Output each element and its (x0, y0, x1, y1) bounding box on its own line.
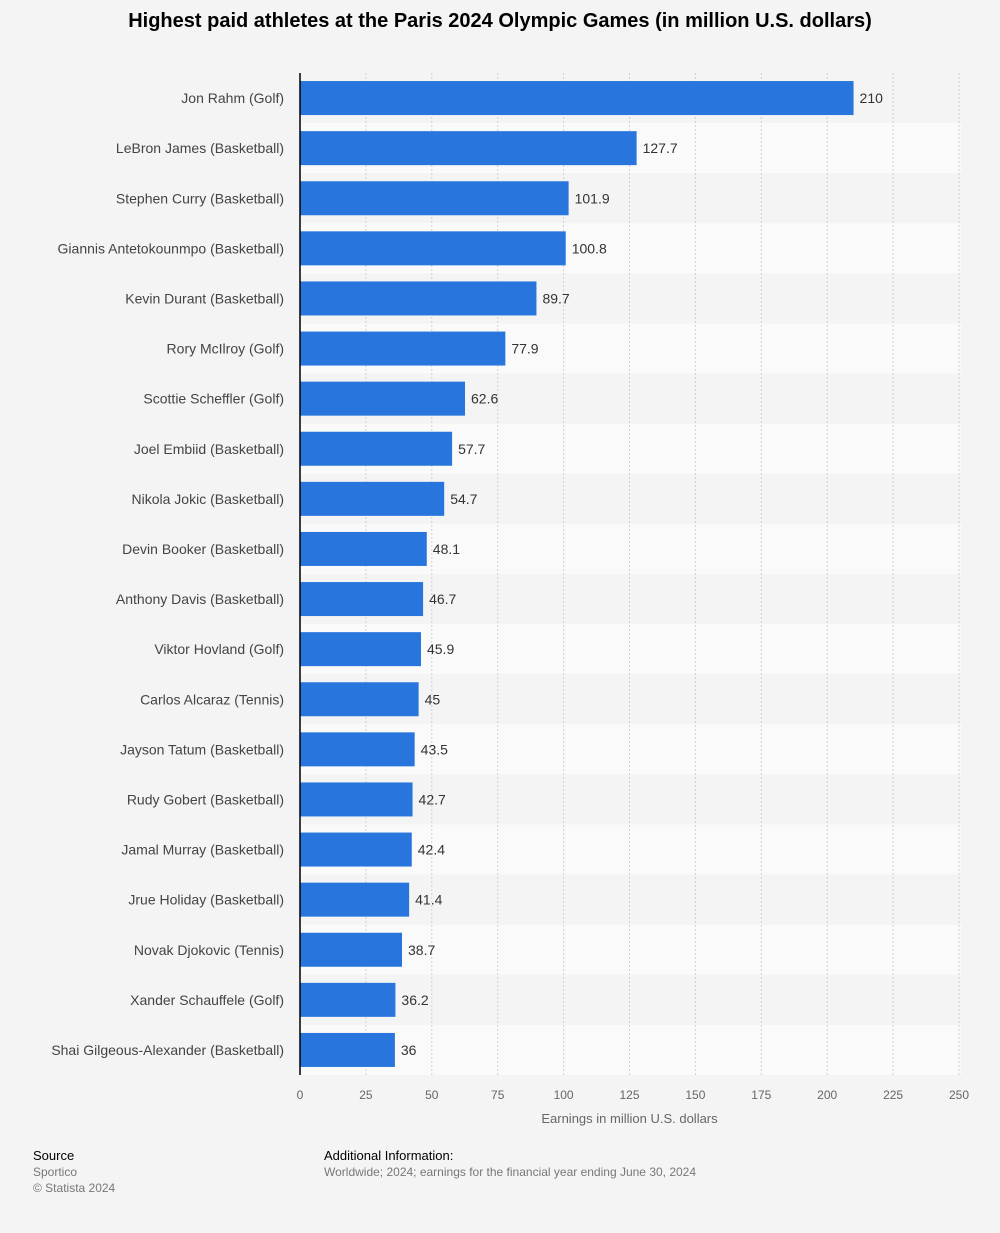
category-label: Rudy Gobert (Basketball) (127, 791, 284, 807)
bar (300, 882, 410, 917)
category-label: Stephen Curry (Basketball) (116, 190, 284, 206)
bar (300, 782, 413, 817)
bar (300, 481, 445, 516)
bar (300, 732, 415, 767)
data-label: 127.7 (643, 140, 678, 156)
bar (300, 832, 412, 867)
bar (300, 81, 854, 116)
data-label: 43.5 (421, 741, 448, 757)
data-label: 46.7 (429, 591, 456, 607)
x-tick-label: 100 (554, 1088, 574, 1102)
x-tick-label: 200 (817, 1088, 837, 1102)
data-label: 210 (860, 90, 884, 106)
category-label: Nikola Jokic (Basketball) (132, 491, 285, 507)
x-tick-label: 75 (491, 1088, 505, 1102)
bar (300, 281, 537, 316)
category-label: Kevin Durant (Basketball) (125, 290, 284, 306)
category-label: Shai Gilgeous-Alexander (Basketball) (51, 1042, 284, 1058)
category-label: Xander Schauffele (Golf) (130, 992, 284, 1008)
row-band (300, 874, 961, 925)
category-label: Jrue Holiday (Basketball) (128, 892, 284, 908)
category-label: Jamal Murray (Basketball) (121, 842, 284, 858)
additional-info-heading: Additional Information: (324, 1148, 454, 1163)
data-label: 41.4 (415, 892, 442, 908)
category-label: Jon Rahm (Golf) (181, 90, 284, 106)
x-tick-label: 175 (751, 1088, 771, 1102)
bar (300, 982, 396, 1017)
x-tick-label: 25 (359, 1088, 373, 1102)
data-label: 48.1 (433, 541, 460, 557)
data-label: 89.7 (542, 290, 569, 306)
row-band (300, 974, 961, 1025)
category-label: Viktor Hovland (Golf) (154, 641, 284, 657)
bar (300, 1032, 395, 1067)
category-label: Giannis Antetokounmpo (Basketball) (58, 240, 284, 256)
x-tick-label: 250 (949, 1088, 969, 1102)
category-label: Scottie Scheffler (Golf) (143, 391, 284, 407)
bar (300, 131, 637, 166)
x-tick-label: 50 (425, 1088, 439, 1102)
category-label: Rory McIlroy (Golf) (167, 341, 284, 357)
data-label: 42.4 (418, 842, 445, 858)
category-label: Jayson Tatum (Basketball) (120, 741, 284, 757)
bar (300, 431, 453, 466)
data-label: 42.7 (419, 791, 446, 807)
bar (300, 331, 506, 366)
x-tick-label: 0 (297, 1088, 304, 1102)
data-label: 36.2 (401, 992, 428, 1008)
category-label: Novak Djokovic (Tennis) (134, 942, 284, 958)
x-tick-label: 125 (619, 1088, 639, 1102)
additional-info-text: Worldwide; 2024; earnings for the financ… (324, 1165, 697, 1179)
data-label: 77.9 (511, 341, 538, 357)
category-label: Anthony Davis (Basketball) (116, 591, 284, 607)
bar (300, 531, 427, 566)
data-label: 45.9 (427, 641, 454, 657)
bar (300, 932, 403, 967)
data-label: 101.9 (575, 190, 610, 206)
row-band (300, 924, 961, 975)
x-tick-label: 225 (883, 1088, 903, 1102)
data-label: 62.6 (471, 391, 498, 407)
source-link[interactable]: Sportico (33, 1165, 78, 1179)
data-label: 36 (401, 1042, 417, 1058)
category-label: Devin Booker (Basketball) (122, 541, 284, 557)
copyright: © Statista 2024 (33, 1181, 116, 1195)
category-label: Carlos Alcaraz (Tennis) (140, 691, 284, 707)
x-tick-label: 150 (685, 1088, 705, 1102)
bar-chart: 0 25 50 75 100 125 150 175 200 225 250 210 Jon Rahm … (51, 73, 969, 1126)
bar (300, 381, 466, 416)
x-axis-title: Earnings in million U.S. dollars (541, 1111, 718, 1126)
bar (300, 632, 421, 667)
data-label: 57.7 (458, 441, 485, 457)
data-label: 38.7 (408, 942, 435, 958)
bar (300, 181, 569, 216)
data-label: 45 (425, 691, 441, 707)
bar (300, 582, 424, 617)
bar (300, 682, 419, 717)
category-label: Joel Embiid (Basketball) (134, 441, 284, 457)
category-label: LeBron James (Basketball) (116, 140, 284, 156)
row-band (300, 1024, 961, 1075)
bar (300, 231, 566, 266)
data-label: 54.7 (450, 491, 477, 507)
source-heading: Source (33, 1148, 75, 1163)
chart-title: Highest paid athletes at the Paris 2024 … (128, 10, 872, 32)
data-label: 100.8 (572, 240, 607, 256)
